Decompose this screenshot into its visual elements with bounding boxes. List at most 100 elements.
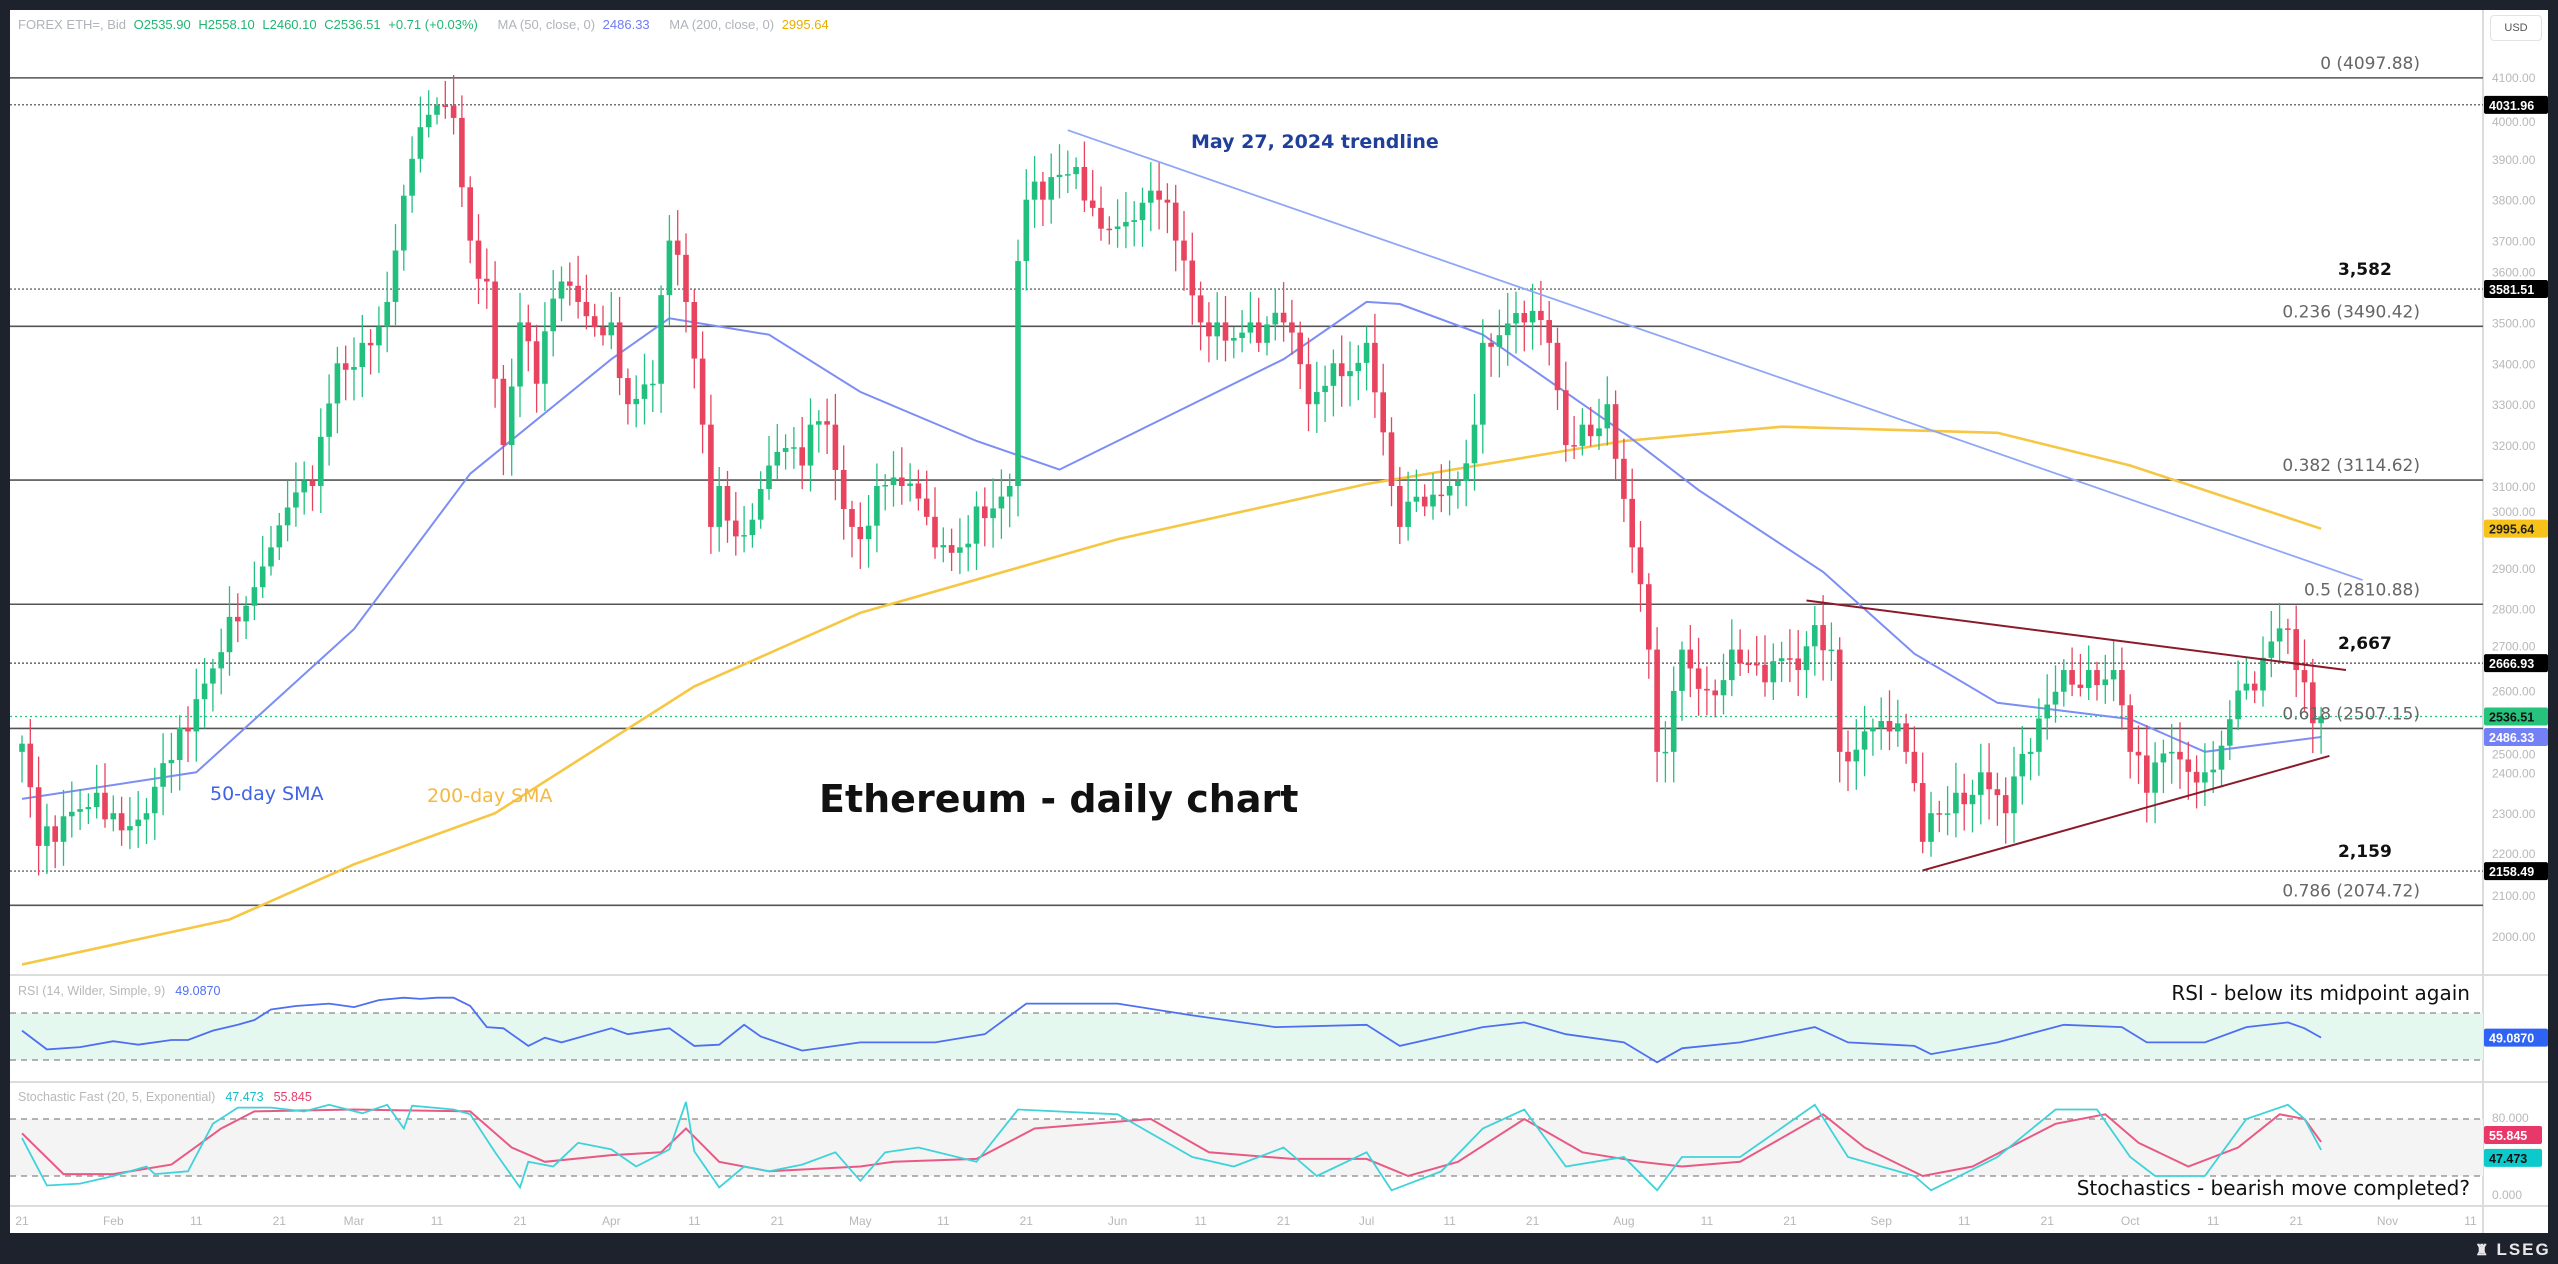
stoch-d-line	[21, 1108, 2322, 1178]
candle-down	[708, 424, 714, 527]
candle-up	[1247, 322, 1254, 333]
stoch-k-tag: 47.473	[2489, 1152, 2527, 1166]
candle-up	[1496, 335, 1503, 347]
candle-down	[1421, 496, 1428, 507]
candle-up	[401, 195, 407, 251]
candle-up	[658, 295, 664, 384]
candle-down	[1488, 342, 1494, 347]
candle-up	[93, 792, 100, 808]
candle-down	[2144, 755, 2150, 793]
candle-down	[1654, 649, 1660, 752]
candle-down	[982, 506, 988, 519]
sma50-line	[21, 300, 2322, 800]
candle-down	[2135, 751, 2142, 756]
candle-down	[1521, 313, 1528, 323]
candle-up	[1895, 723, 1901, 732]
candle-up	[1679, 649, 1685, 691]
candle-up	[641, 384, 648, 399]
price-tick-label: 2100.00	[2492, 889, 2536, 903]
candle-down	[1222, 322, 1229, 341]
candle-up	[558, 281, 565, 299]
price-tick-label: 3400.00	[2492, 357, 2536, 371]
candle-up	[1413, 496, 1420, 502]
ma200-value: 2995.64	[781, 17, 829, 32]
candle-up	[782, 448, 789, 452]
rsi-legend-label: RSI (14, Wilder, Simple, 9)	[18, 984, 165, 998]
stoch-k-tag-bg	[2484, 1148, 2542, 1167]
rsi-legend-value: 49.0870	[175, 984, 220, 998]
candle-down	[948, 545, 955, 553]
candle-up	[243, 605, 249, 622]
rsi-band	[10, 1013, 2483, 1060]
candle-down	[1587, 424, 1594, 437]
price-tag: 2486.33	[2489, 731, 2534, 745]
candle-down	[1197, 295, 1204, 323]
level-price-tag-bg	[2484, 280, 2548, 299]
candle-up	[1048, 177, 1054, 200]
candle-down	[1338, 363, 1345, 377]
candle-down	[2251, 683, 2258, 691]
candle-up	[2027, 751, 2034, 754]
candle-down	[367, 342, 374, 346]
candle-up	[268, 547, 274, 567]
candle-down	[450, 105, 457, 118]
candle-down	[1172, 202, 1179, 241]
candle-down	[52, 826, 58, 842]
candle-down	[733, 520, 739, 537]
candle-down	[185, 727, 191, 732]
candle-up	[1006, 486, 1013, 497]
level-price-tag-bg	[2484, 95, 2548, 114]
candle-up	[1953, 792, 1959, 814]
candle-up	[110, 813, 117, 820]
date-tick-label: 11	[688, 1214, 701, 1228]
stoch-tick-label: 0.000	[2492, 1188, 2522, 1202]
level-label: 2,159	[2338, 842, 2392, 862]
candle-up	[251, 587, 258, 606]
candle-up	[1347, 371, 1353, 377]
candle-up	[2152, 762, 2158, 793]
candle-down	[475, 240, 482, 279]
price-tick-label: 3300.00	[2492, 398, 2536, 412]
candle-up	[990, 508, 996, 519]
candle-up	[1023, 199, 1030, 262]
candle-down	[683, 254, 689, 302]
level-price-tag: 2158.49	[2489, 865, 2534, 879]
candle-up	[193, 699, 200, 732]
date-tick-label: 11	[190, 1214, 203, 1228]
candle-up	[44, 826, 50, 846]
candle-up	[1720, 680, 1727, 696]
level-label: 3,582	[2338, 260, 2392, 280]
candle-up	[1969, 794, 1976, 805]
candle-up	[865, 525, 872, 540]
candle-down	[1372, 342, 1378, 393]
date-tick-label: 21	[1526, 1214, 1540, 1228]
date-tick-label: 11	[431, 1214, 444, 1228]
candle-down	[1297, 332, 1303, 365]
candle-up	[1778, 658, 1785, 662]
price-tick-label: 2000.00	[2492, 930, 2536, 944]
triangle-lower	[1922, 754, 2330, 872]
candle-down	[1554, 342, 1561, 391]
candle-up	[2011, 776, 2017, 814]
candle-up	[1131, 220, 1137, 222]
candle-up	[940, 545, 947, 548]
sma50-annotation: 50-day SMA	[210, 783, 323, 805]
candle-up	[69, 811, 75, 817]
candle-down	[1687, 649, 1694, 669]
candle-up	[1662, 751, 1669, 754]
candle-up	[1529, 310, 1536, 323]
price-tick-label: 3800.00	[2492, 194, 2536, 208]
price-tick-label: 3100.00	[2492, 480, 2536, 494]
currency-button[interactable]: USD	[2490, 15, 2542, 41]
candle-up	[1405, 501, 1411, 527]
annotations: 0 (4097.88) 0.236 (3490.42) 0.382 (3114.62…	[18, 54, 2470, 1200]
candle-down	[1903, 723, 1909, 752]
date-tick-label: Oct	[2121, 1214, 2140, 1228]
candle-down	[525, 322, 532, 342]
candle-up	[2276, 628, 2283, 642]
candle-up	[1944, 813, 1951, 815]
candle-down	[102, 792, 108, 820]
price-tag: 2995.64	[2489, 523, 2534, 537]
candle-down	[118, 813, 125, 831]
candle-up	[608, 322, 615, 336]
